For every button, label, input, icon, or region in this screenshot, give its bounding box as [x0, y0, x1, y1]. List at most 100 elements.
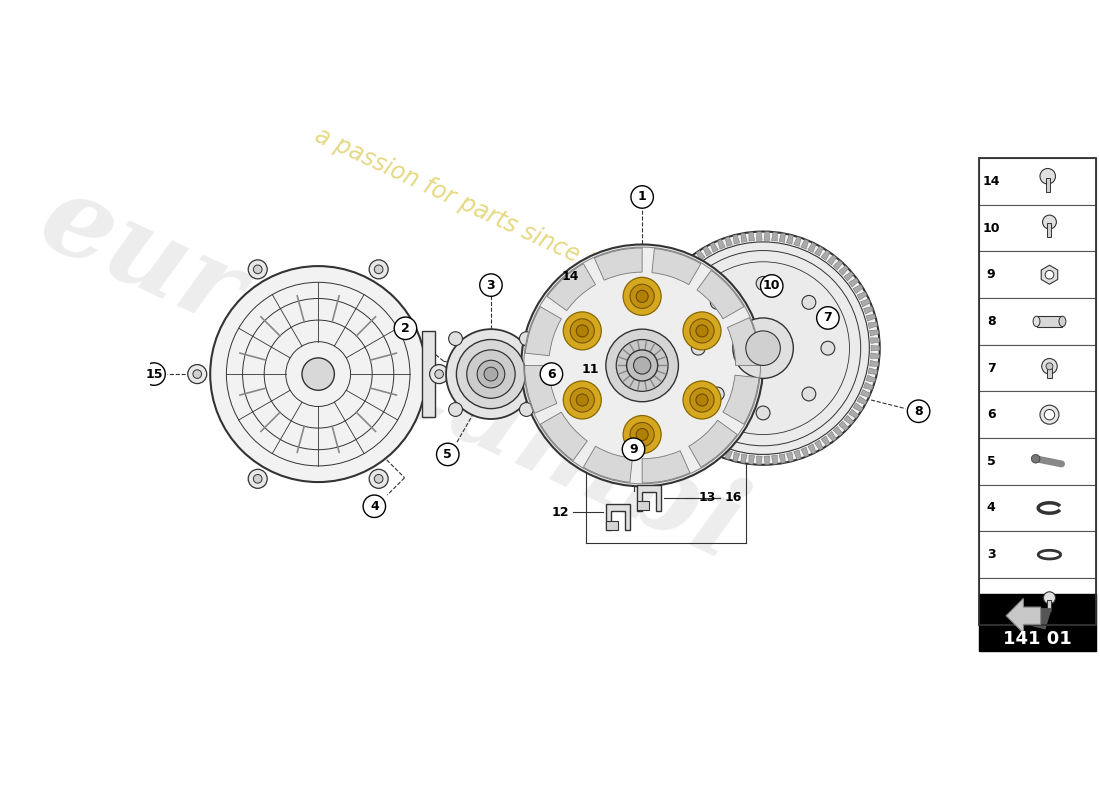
Text: 6: 6 — [547, 367, 556, 381]
Polygon shape — [807, 444, 816, 454]
Polygon shape — [703, 440, 712, 450]
Polygon shape — [717, 447, 725, 457]
Ellipse shape — [1033, 316, 1039, 326]
Circle shape — [521, 245, 763, 486]
Bar — [979, 391, 1096, 438]
Polygon shape — [650, 314, 660, 321]
Text: 15: 15 — [145, 367, 163, 381]
Bar — [637, 501, 649, 510]
Polygon shape — [659, 396, 669, 405]
Bar — [979, 205, 1096, 251]
Bar — [979, 298, 1096, 345]
Circle shape — [253, 474, 262, 483]
Polygon shape — [749, 455, 755, 464]
Polygon shape — [668, 410, 678, 418]
Bar — [606, 521, 618, 530]
Polygon shape — [794, 450, 801, 460]
Circle shape — [756, 277, 770, 290]
Polygon shape — [815, 246, 823, 256]
Circle shape — [484, 367, 498, 381]
Polygon shape — [652, 306, 662, 314]
Polygon shape — [647, 338, 656, 343]
Polygon shape — [711, 242, 718, 252]
Polygon shape — [801, 447, 808, 457]
Polygon shape — [821, 436, 830, 446]
Circle shape — [1040, 405, 1059, 424]
Circle shape — [802, 295, 816, 310]
Polygon shape — [870, 330, 879, 336]
Polygon shape — [827, 431, 836, 442]
Text: 5: 5 — [443, 448, 452, 461]
Polygon shape — [807, 242, 816, 252]
Wedge shape — [642, 450, 690, 483]
Circle shape — [692, 342, 705, 355]
Circle shape — [374, 474, 383, 483]
Circle shape — [430, 365, 449, 383]
Circle shape — [908, 400, 930, 422]
Text: euroricambi: euroricambi — [23, 164, 760, 584]
Bar — [979, 158, 1096, 205]
Circle shape — [756, 406, 770, 420]
Text: 10: 10 — [763, 279, 781, 293]
Circle shape — [634, 357, 651, 374]
Polygon shape — [421, 331, 434, 418]
Circle shape — [374, 265, 383, 274]
Circle shape — [606, 329, 679, 402]
Bar — [979, 345, 1096, 391]
Circle shape — [576, 394, 588, 406]
Wedge shape — [594, 248, 642, 280]
Polygon shape — [868, 322, 878, 329]
Text: 7: 7 — [824, 311, 833, 325]
Polygon shape — [857, 396, 867, 405]
Polygon shape — [690, 431, 698, 442]
Circle shape — [623, 438, 645, 461]
Circle shape — [690, 318, 714, 343]
Circle shape — [302, 358, 334, 390]
Polygon shape — [786, 234, 793, 244]
Circle shape — [570, 388, 594, 412]
Circle shape — [690, 388, 714, 412]
Text: 8: 8 — [914, 405, 923, 418]
Polygon shape — [779, 454, 785, 463]
Polygon shape — [650, 375, 660, 382]
Text: 4: 4 — [987, 502, 996, 514]
Text: a passion for parts since 1985: a passion for parts since 1985 — [311, 124, 645, 296]
Circle shape — [696, 394, 708, 406]
Circle shape — [1032, 454, 1040, 463]
Text: 10: 10 — [982, 222, 1000, 234]
Text: 14: 14 — [982, 175, 1000, 188]
Circle shape — [249, 260, 267, 279]
Text: 6: 6 — [987, 408, 996, 421]
Polygon shape — [866, 375, 876, 382]
Text: 8: 8 — [987, 315, 996, 328]
Circle shape — [636, 429, 648, 441]
Text: 16: 16 — [724, 491, 741, 504]
Polygon shape — [606, 504, 630, 530]
Wedge shape — [583, 446, 632, 482]
Circle shape — [394, 317, 417, 339]
Polygon shape — [870, 360, 879, 366]
Circle shape — [616, 339, 668, 391]
Polygon shape — [649, 322, 658, 329]
Polygon shape — [1006, 598, 1041, 633]
Circle shape — [456, 339, 526, 409]
Polygon shape — [854, 403, 864, 412]
Circle shape — [631, 186, 653, 208]
Text: 7: 7 — [987, 362, 996, 374]
Polygon shape — [649, 368, 658, 374]
Text: 2: 2 — [402, 322, 410, 334]
Polygon shape — [696, 436, 705, 446]
Circle shape — [576, 325, 588, 337]
Circle shape — [746, 331, 780, 366]
Polygon shape — [703, 246, 712, 256]
Wedge shape — [727, 318, 760, 366]
Circle shape — [623, 415, 661, 454]
Polygon shape — [757, 456, 762, 465]
Text: 2: 2 — [987, 594, 996, 608]
Polygon shape — [711, 444, 718, 454]
Circle shape — [683, 381, 720, 419]
Polygon shape — [683, 426, 693, 436]
Bar — [979, 251, 1096, 298]
Circle shape — [627, 350, 658, 381]
Polygon shape — [678, 266, 688, 275]
